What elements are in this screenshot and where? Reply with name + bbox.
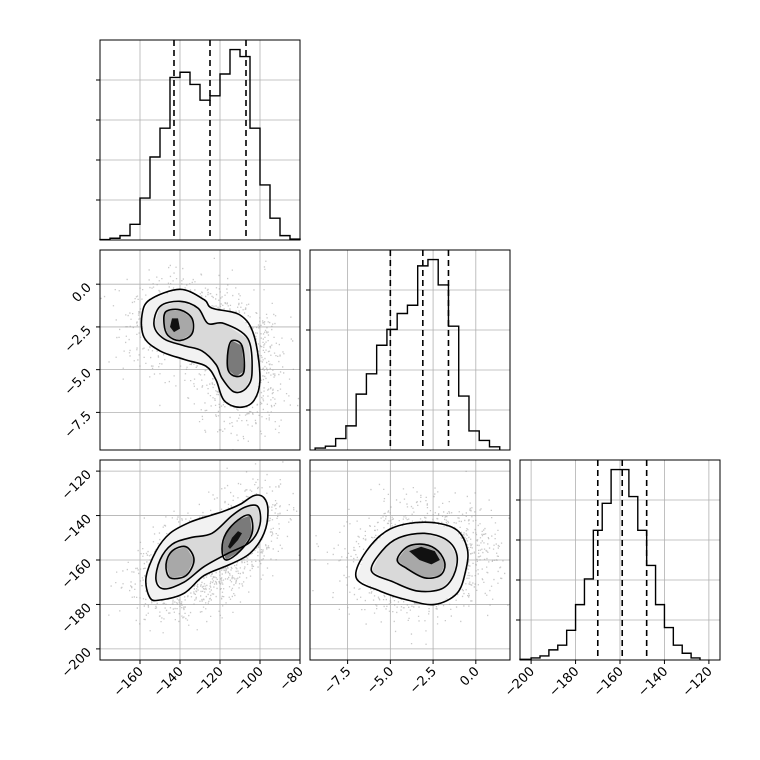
x-tick-label-0-3: −100 xyxy=(231,664,267,700)
scatter-0-contour-inner-a xyxy=(162,308,195,342)
y-tick-label-1-1: −5.0 xyxy=(62,366,95,399)
scatter-panel-0 xyxy=(99,249,301,451)
y-tick-label-1-0: −7.5 xyxy=(62,409,95,442)
x-tick-label-2-4: −120 xyxy=(680,664,716,700)
x-tick-label-0-2: −120 xyxy=(191,664,227,700)
x-tick-label-1-2: −2.5 xyxy=(407,664,440,697)
x-tick-label-2-1: −180 xyxy=(547,664,583,700)
x-tick-label-2-0: −200 xyxy=(502,664,538,700)
scatter-0-contour-middle xyxy=(153,300,253,394)
scatter-1-density-inner-a xyxy=(166,546,194,578)
scatter-2-contour-middle xyxy=(370,532,459,593)
y-tick-label-1-2: −2.5 xyxy=(62,323,95,356)
x-tick-label-0-4: −80 xyxy=(277,664,307,694)
scatter-0-frame xyxy=(99,249,301,451)
histogram-panel-0 xyxy=(96,39,301,241)
scatter-0-density-core xyxy=(170,318,180,333)
corner-plot-panels: −160 −140 −120 −100 −80 −7.5 −5.0 −2.5 0.0 −200 −1… xyxy=(59,39,721,700)
y-tick-label-2-1: −180 xyxy=(59,601,95,637)
histogram-1-steps xyxy=(314,258,501,450)
scatter-panel-0-content xyxy=(100,250,300,450)
x-tick-label-0-0: −160 xyxy=(111,664,147,700)
scatter-panel-1-content xyxy=(100,460,300,660)
histogram-2-steps xyxy=(519,468,701,661)
y-tick-label-2-0: −200 xyxy=(59,645,95,681)
x-tick-label-2-2: −160 xyxy=(591,664,627,700)
scatter-0-density-inner-b xyxy=(228,340,244,377)
scatter-panel-1 xyxy=(99,459,301,661)
x-tick-label-1-1: −5.0 xyxy=(364,664,397,697)
scatter-1-samples xyxy=(108,461,300,634)
y-tick-label-2-4: −120 xyxy=(59,467,95,503)
scatter-2-contour-outer xyxy=(354,521,469,606)
histogram-panel-2 xyxy=(516,459,721,661)
scatter-2-frame xyxy=(309,459,511,661)
scatter-1-contour-middle xyxy=(155,504,262,590)
scatter-1-contour-outer xyxy=(144,494,269,602)
y-tick-label-2-3: −140 xyxy=(59,512,95,548)
scatter-0-contour-outer xyxy=(140,288,261,409)
histogram-0-steps xyxy=(99,48,301,241)
y-tick-label-1-3: 0.0 xyxy=(70,280,95,305)
scatter-2-contour-inner xyxy=(396,543,446,580)
x-tick-label-1-3: 0.0 xyxy=(457,664,482,689)
scatter-1-contour-inner-b xyxy=(221,514,254,561)
x-tick-label-0-1: −140 xyxy=(151,664,187,700)
x-tick-label-1-0: −7.5 xyxy=(321,664,354,697)
y-tick-label-2-2: −160 xyxy=(59,556,95,592)
scatter-panel-2 xyxy=(309,459,511,661)
scatter-panel-2-content xyxy=(310,460,510,660)
scatter-1-density-core xyxy=(228,531,242,549)
histogram-panel-1 xyxy=(306,249,511,451)
scatter-0-contour-inner-b xyxy=(226,339,246,378)
scatter-1-contour-inner-a xyxy=(165,545,195,580)
histogram-1-frame xyxy=(309,249,511,451)
histogram-0-frame xyxy=(99,39,301,241)
scatter-2-density-core xyxy=(409,546,440,565)
x-tick-label-2-3: −140 xyxy=(635,664,671,700)
